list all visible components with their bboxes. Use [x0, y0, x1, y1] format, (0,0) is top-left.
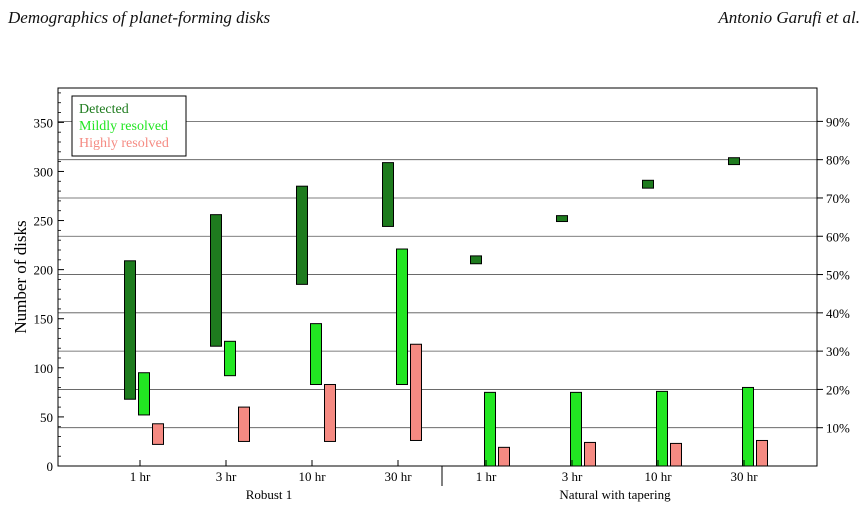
x-tick-label: 10 hr — [644, 469, 672, 484]
bar-detected — [642, 179, 654, 189]
gridlines — [58, 120, 817, 429]
x-tick-label: 1 hr — [476, 469, 497, 484]
right-tick-label: 50% — [826, 268, 850, 283]
bar-highly-resolved — [670, 442, 682, 467]
legend-entry: Detected — [79, 102, 129, 117]
bar-detected — [728, 157, 740, 166]
group-label: Robust 1 — [246, 487, 293, 502]
bar-mildly-resolved — [656, 390, 668, 467]
bar-mildly-resolved — [138, 372, 150, 416]
page-header-title: Demographics of planet-forming disks — [8, 8, 271, 27]
bar-highly-resolved — [152, 423, 164, 445]
bars — [124, 157, 768, 467]
bar-mildly-resolved — [742, 386, 754, 467]
legend-entry: Highly resolved — [79, 136, 169, 151]
x-tick-label: 30 hr — [730, 469, 758, 484]
bar-detected — [382, 162, 394, 227]
group-label: Natural with tapering — [559, 487, 671, 502]
bar-detected — [124, 260, 136, 400]
x-tick-label: 3 hr — [216, 469, 237, 484]
axes: 10% 20% 30% 40% 50% 60% 70% 80% 90% 0 50 100 150 200 2… — [34, 92, 850, 502]
bar-mildly-resolved — [484, 391, 496, 467]
bar-highly-resolved — [756, 439, 768, 467]
y-axis-label: Number of disks — [11, 220, 30, 333]
y-tick-label: 300 — [34, 164, 54, 179]
bar-detected — [210, 214, 222, 347]
x-tick-label: 3 hr — [562, 469, 583, 484]
bar-highly-resolved — [410, 343, 422, 441]
bar-detected — [556, 215, 568, 223]
y-tick-label: 150 — [34, 312, 54, 327]
right-tick-label: 20% — [826, 382, 850, 397]
bar-highly-resolved — [238, 406, 250, 442]
right-tick-label: 70% — [826, 191, 850, 206]
x-tick-label: 10 hr — [298, 469, 326, 484]
bar-highly-resolved — [584, 441, 596, 467]
bar-detected — [470, 255, 482, 265]
legend-entry: Mildly resolved — [79, 119, 168, 134]
y-tick-label: 0 — [47, 459, 54, 474]
bar-highly-resolved — [324, 384, 336, 442]
bar-mildly-resolved — [224, 340, 236, 377]
bar-detected — [296, 185, 308, 285]
y-tick-label: 350 — [34, 115, 54, 130]
y-tick-label: 100 — [34, 361, 54, 376]
y-tick-label: 250 — [34, 214, 54, 229]
right-tick-label: 80% — [826, 153, 850, 168]
right-tick-label: 40% — [826, 306, 850, 321]
x-tick-label: 30 hr — [384, 469, 412, 484]
legend-box — [71, 95, 187, 157]
bar-mildly-resolved — [396, 248, 408, 386]
y-tick-label: 200 — [34, 263, 54, 278]
right-tick-label: 30% — [826, 344, 850, 359]
bar-mildly-resolved — [570, 391, 582, 467]
bar-highly-resolved — [498, 446, 510, 467]
y-tick-label: 50 — [40, 410, 53, 425]
right-tick-label: 90% — [826, 114, 850, 129]
legend: Detected Mildly resolved Highly resolved — [71, 95, 187, 157]
right-tick-label: 10% — [826, 421, 850, 436]
x-tick-label: 1 hr — [130, 469, 151, 484]
bar-mildly-resolved — [310, 323, 322, 386]
plot-frame — [57, 87, 818, 467]
page-header-authors: Antonio Garufi et al. — [718, 8, 860, 27]
right-tick-label: 60% — [826, 229, 850, 244]
